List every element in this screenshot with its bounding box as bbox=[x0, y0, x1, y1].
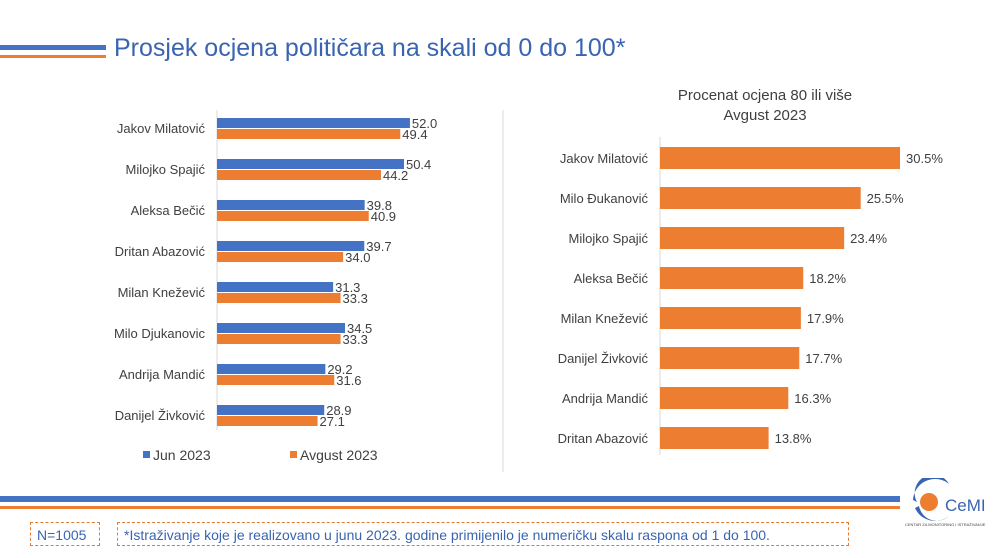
bar-avgust bbox=[217, 252, 344, 262]
bar-avgust bbox=[217, 211, 369, 221]
legend-label: Avgust 2023 bbox=[300, 447, 378, 463]
bar-percent bbox=[660, 347, 800, 369]
right-chart-title-line-2: Avgust 2023 bbox=[723, 107, 807, 124]
data-label: 18.2% bbox=[809, 271, 846, 286]
bar-avgust bbox=[217, 129, 401, 139]
category-label: Milan Knežević bbox=[561, 311, 649, 326]
category-label: Milojko Spajić bbox=[126, 162, 206, 177]
data-label: 13.8% bbox=[775, 431, 812, 446]
data-label: 49.4 bbox=[402, 127, 427, 142]
data-label: 31.3 bbox=[335, 280, 360, 295]
data-label: 33.3 bbox=[343, 332, 368, 347]
bar-jun bbox=[217, 282, 334, 292]
bar-percent bbox=[660, 307, 801, 329]
footnote: *Istraživanje koje je realizovano u junu… bbox=[117, 522, 849, 546]
footer-line-blue bbox=[0, 496, 900, 502]
category-label: Dritan Abazović bbox=[558, 431, 649, 446]
bar-percent bbox=[660, 227, 845, 249]
category-label: Milo Djukanovic bbox=[114, 326, 206, 341]
data-label: 29.2 bbox=[327, 362, 352, 377]
category-label: Danijel Živković bbox=[558, 351, 649, 366]
title-accent-orange bbox=[0, 55, 106, 58]
bar-jun bbox=[217, 118, 410, 128]
data-label: 52.0 bbox=[412, 116, 437, 131]
bar-jun bbox=[217, 241, 365, 251]
footer-line-orange bbox=[0, 506, 900, 509]
bar-avgust bbox=[217, 334, 341, 344]
title-accent-blue bbox=[0, 45, 106, 50]
right-chart: Jakov Milatović 30.5% Milo Đukanović 25.5% M… bbox=[558, 137, 943, 455]
logo-text: CeMI bbox=[945, 496, 986, 515]
page-title: Prosjek ocjena političara na skali od 0 … bbox=[114, 34, 626, 62]
bar-percent bbox=[660, 147, 901, 169]
bar-avgust bbox=[217, 293, 341, 303]
data-label: 44.2 bbox=[383, 168, 408, 183]
legend-swatch bbox=[290, 451, 297, 458]
data-label: 31.6 bbox=[336, 373, 361, 388]
bar-jun bbox=[217, 323, 345, 333]
data-label: 23.4% bbox=[850, 231, 887, 246]
data-label: 27.1 bbox=[320, 414, 345, 429]
category-label: Danijel Živković bbox=[115, 408, 206, 423]
bar-percent bbox=[660, 427, 769, 449]
data-label: 34.5 bbox=[347, 321, 372, 336]
category-label: Aleksa Bečić bbox=[574, 271, 649, 286]
bar-jun bbox=[217, 405, 325, 415]
bar-jun bbox=[217, 364, 326, 374]
logo-subtext: CENTAR ZA MONITORING I ISTRAŽIVANJE bbox=[905, 522, 986, 527]
logo-mark-icon bbox=[913, 474, 949, 521]
bar-percent bbox=[660, 187, 861, 209]
left-chart: Jakov Milatović 52.049.4 Milojko Spajić 50.… bbox=[114, 110, 437, 463]
right-chart-title-line-1: Procenat ocjena 80 ili više bbox=[677, 87, 853, 104]
bar-jun bbox=[217, 200, 365, 210]
category-label: Milojko Spajić bbox=[569, 231, 649, 246]
data-label: 33.3 bbox=[343, 291, 368, 306]
data-label: 30.5% bbox=[906, 151, 943, 166]
data-label: 39.7 bbox=[366, 239, 391, 254]
cemi-logo: CeMI CENTAR ZA MONITORING I ISTRAŽIVANJE bbox=[905, 474, 995, 533]
bar-avgust bbox=[217, 375, 335, 385]
category-label: Jakov Milatović bbox=[560, 151, 649, 166]
category-label: Andrija Mandić bbox=[119, 367, 205, 382]
bar-jun bbox=[217, 159, 404, 169]
data-label: 16.3% bbox=[794, 391, 831, 406]
data-label: 40.9 bbox=[371, 209, 396, 224]
category-label: Dritan Abazović bbox=[115, 244, 206, 259]
bar-percent bbox=[660, 387, 789, 409]
category-label: Milan Knežević bbox=[118, 285, 206, 300]
data-label: 25.5% bbox=[867, 191, 904, 206]
category-label: Andrija Mandić bbox=[562, 391, 648, 406]
data-label: 28.9 bbox=[326, 403, 351, 418]
right-chart-title: Procenat ocjena 80 ili više Avgust 2023 bbox=[600, 86, 930, 126]
bar-avgust bbox=[217, 170, 381, 180]
data-label: 17.7% bbox=[805, 351, 842, 366]
category-label: Aleksa Bečić bbox=[131, 203, 206, 218]
bar-avgust bbox=[217, 416, 318, 426]
category-label: Milo Đukanović bbox=[560, 191, 649, 206]
legend-label: Jun 2023 bbox=[153, 447, 211, 463]
category-label: Jakov Milatović bbox=[117, 121, 206, 136]
legend-swatch bbox=[143, 451, 150, 458]
data-label: 34.0 bbox=[345, 250, 370, 265]
data-label: 50.4 bbox=[406, 157, 431, 172]
data-label: 17.9% bbox=[807, 311, 844, 326]
data-label: 39.8 bbox=[367, 198, 392, 213]
bar-percent bbox=[660, 267, 804, 289]
sample-size-note: N=1005 bbox=[30, 522, 100, 546]
